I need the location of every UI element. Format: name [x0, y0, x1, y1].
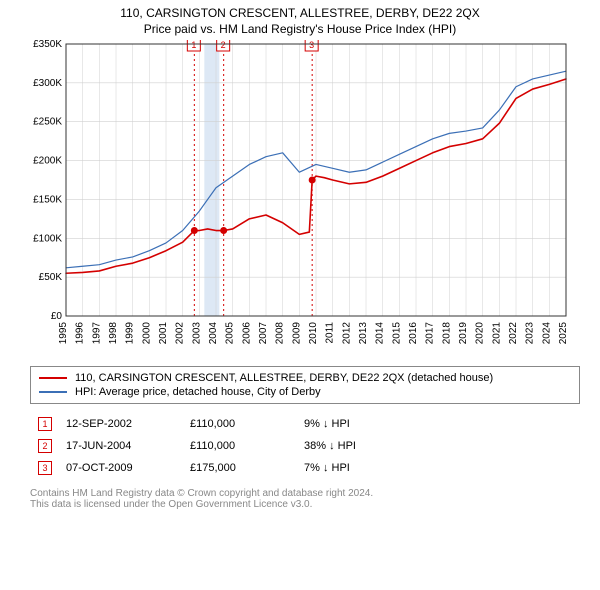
markers-table: 1 12-SEP-2002£110,0009% ↓ HPI 2 17-JUN-2004…	[30, 412, 364, 480]
marker-price: £175,000	[184, 458, 296, 478]
legend: 110, CARSINGTON CRESCENT, ALLESTREE, DER…	[30, 366, 580, 404]
legend-label: 110, CARSINGTON CRESCENT, ALLESTREE, DER…	[75, 372, 493, 384]
chart-title-line2: Price paid vs. HM Land Registry's House …	[0, 20, 600, 40]
x-tick-label: 2009	[291, 322, 302, 345]
x-tick-label: 2013	[358, 322, 369, 345]
x-tick-label: 2018	[441, 322, 452, 345]
x-tick-label: 2004	[208, 322, 219, 345]
legend-row: 110, CARSINGTON CRESCENT, ALLESTREE, DER…	[39, 371, 571, 385]
x-tick-label: 2017	[425, 322, 436, 345]
y-tick-label: £250K	[33, 117, 62, 128]
event-marker-number: 2	[221, 40, 226, 50]
marker-delta: 9% ↓ HPI	[298, 414, 362, 434]
marker-number-box: 3	[38, 461, 52, 475]
marker-row: 1 12-SEP-2002£110,0009% ↓ HPI	[32, 414, 362, 434]
marker-row: 3 07-OCT-2009£175,0007% ↓ HPI	[32, 458, 362, 478]
x-tick-label: 2000	[141, 322, 152, 345]
event-marker-number: 3	[309, 40, 314, 50]
x-tick-label: 2012	[341, 322, 352, 345]
y-tick-label: £0	[51, 311, 63, 322]
x-tick-label: 1996	[75, 322, 86, 345]
marker-price: £110,000	[184, 414, 296, 434]
price-point-marker	[220, 227, 227, 234]
marker-delta: 38% ↓ HPI	[298, 436, 362, 456]
chart-title-line1: 110, CARSINGTON CRESCENT, ALLESTREE, DER…	[0, 0, 600, 20]
y-tick-label: £50K	[39, 272, 63, 283]
x-tick-label: 2008	[275, 322, 286, 345]
footer-line1: Contains HM Land Registry data © Crown c…	[30, 488, 580, 499]
legend-swatch	[39, 391, 67, 393]
x-tick-label: 2020	[475, 322, 486, 345]
x-tick-label: 1997	[91, 322, 102, 345]
marker-date: 07-OCT-2009	[60, 458, 182, 478]
marker-row: 2 17-JUN-2004£110,00038% ↓ HPI	[32, 436, 362, 456]
marker-price: £110,000	[184, 436, 296, 456]
x-tick-label: 2010	[308, 322, 319, 345]
price-point-marker	[191, 227, 198, 234]
x-tick-label: 1999	[125, 322, 136, 345]
x-tick-label: 2006	[241, 322, 252, 345]
y-tick-label: £200K	[33, 156, 62, 167]
marker-number-box: 1	[38, 417, 52, 431]
x-tick-label: 2011	[325, 322, 336, 344]
legend-row: HPI: Average price, detached house, City…	[39, 385, 571, 399]
y-tick-label: £300K	[33, 78, 62, 89]
attribution-footer: Contains HM Land Registry data © Crown c…	[30, 488, 580, 510]
y-tick-label: £350K	[33, 40, 62, 50]
marker-date: 17-JUN-2004	[60, 436, 182, 456]
footer-line2: This data is licensed under the Open Gov…	[30, 499, 580, 510]
x-tick-label: 2024	[541, 322, 552, 345]
x-tick-label: 2001	[158, 322, 169, 345]
marker-number-box: 2	[38, 439, 52, 453]
event-marker-number: 1	[191, 40, 196, 50]
x-tick-label: 2021	[491, 322, 502, 345]
x-tick-label: 2023	[525, 322, 536, 345]
y-tick-label: £150K	[33, 194, 62, 205]
x-tick-label: 2014	[375, 322, 386, 345]
x-tick-label: 2016	[408, 322, 419, 345]
x-tick-label: 2005	[225, 322, 236, 345]
price-point-marker	[309, 177, 316, 184]
marker-delta: 7% ↓ HPI	[298, 458, 362, 478]
shaded-band	[204, 44, 219, 316]
x-tick-label: 2007	[258, 322, 269, 345]
x-tick-label: 2025	[558, 322, 569, 345]
marker-date: 12-SEP-2002	[60, 414, 182, 434]
x-tick-label: 2022	[508, 322, 519, 345]
legend-label: HPI: Average price, detached house, City…	[75, 386, 321, 398]
legend-swatch	[39, 377, 67, 379]
y-tick-label: £100K	[33, 233, 62, 244]
x-tick-label: 2003	[191, 322, 202, 345]
x-tick-label: 2019	[458, 322, 469, 345]
x-tick-label: 1995	[58, 322, 69, 345]
x-tick-label: 1998	[108, 322, 119, 345]
x-tick-label: 2015	[391, 322, 402, 345]
price-chart: £0 £50K £100K £150K £200K £250K £300K £350K 1995…	[20, 40, 580, 360]
x-tick-label: 2002	[175, 322, 186, 345]
